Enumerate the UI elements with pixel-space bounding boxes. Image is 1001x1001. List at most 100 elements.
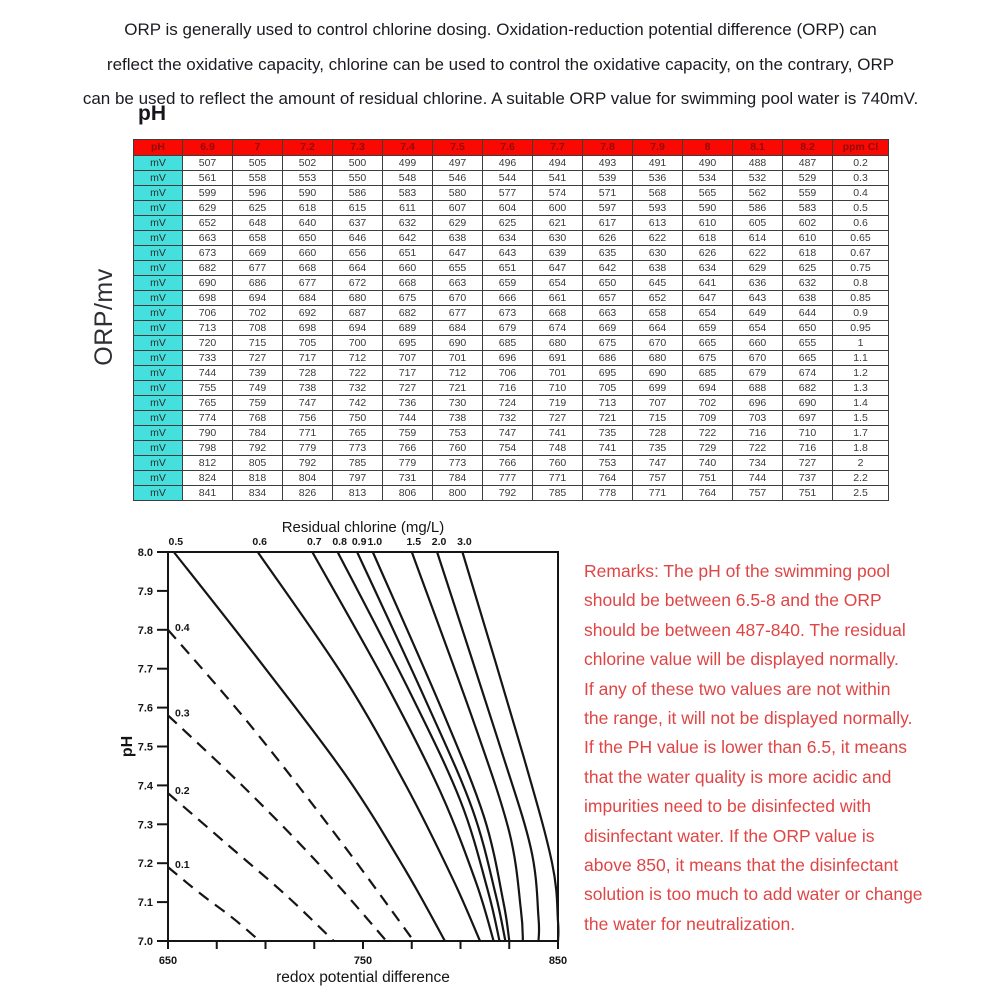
table-row: mV 682 677 668 664 660 655 651 647 642 638 634 629 62… [133,260,889,276]
orp-value-cell: 665 [782,350,833,366]
orp-value-cell: 732 [332,380,383,396]
orp-value-cell: 778 [582,485,633,501]
orp-value-cell: 713 [582,395,633,411]
orp-value-cell: 617 [582,215,633,231]
orp-value-cell: 660 [732,335,783,351]
orp-value-cell: 756 [282,410,333,426]
orp-value-cell: 590 [682,200,733,216]
orp-value-cell: 792 [232,440,283,456]
header-ph-value: 7.2 [282,139,333,156]
remarks-line: the water for neutralization. [584,913,796,934]
orp-value-cell: 697 [782,410,833,426]
orp-value-cell: 689 [382,320,433,336]
orp-value-cell: 622 [732,245,783,261]
table-axis-label-orp: ORP/mv [90,268,118,366]
orp-value-cell: 739 [232,365,283,381]
orp-value-cell: 679 [732,365,783,381]
curve-label-0.4: 0.4 [175,622,190,634]
orp-value-cell: 658 [632,305,683,321]
orp-value-cell: 655 [432,260,483,276]
header-ph-value: 8.2 [782,139,833,156]
orp-value-cell: 716 [482,380,533,396]
contour-curve-0.5 [172,551,446,942]
orp-value-cell: 716 [732,425,783,441]
orp-value-cell: 669 [232,245,283,261]
orp-value-cell: 751 [782,485,833,501]
y-tick-label: 7.7 [138,664,153,676]
orp-value-cell: 532 [732,170,783,186]
table-row: mV 629 625 618 615 611 607 604 600 597 593 590 586 58… [133,200,889,216]
row-label-mv: mV [133,425,183,441]
orp-value-cell: 677 [232,260,283,276]
y-tick-label: 7.3 [138,819,153,831]
table-row: mV 713 708 698 694 689 684 679 674 669 664 659 654 65… [133,320,889,336]
y-tick-label: 7.0 [138,936,153,948]
orp-value-cell: 715 [232,335,283,351]
orp-value-cell: 644 [782,305,833,321]
orp-value-cell: 705 [582,380,633,396]
contour-curve-3.0 [461,551,560,942]
row-label-mv: mV [133,215,183,231]
orp-value-cell: 766 [482,455,533,471]
orp-value-cell: 665 [682,335,733,351]
orp-value-cell: 626 [682,245,733,261]
orp-value-cell: 604 [482,200,533,216]
orp-value-cell: 690 [182,275,233,291]
orp-value-cell: 680 [532,335,583,351]
orp-value-cell: 719 [532,395,583,411]
remarks-line: chlorine value will be displayed normall… [584,649,899,670]
orp-value-cell: 507 [182,155,233,171]
orp-value-cell: 694 [682,380,733,396]
orp-value-cell: 747 [482,425,533,441]
orp-value-cell: 646 [332,230,383,246]
orp-value-cell: 728 [632,425,683,441]
orp-value-cell: 659 [682,320,733,336]
orp-value-cell: 675 [382,290,433,306]
orp-value-cell: 494 [532,155,583,171]
orp-value-cell: 764 [582,470,633,486]
orp-value-cell: 716 [782,440,833,456]
row-label-mv: mV [133,335,183,351]
orp-value-cell: 705 [282,335,333,351]
chart-canvas: 8.0 7.9 7.8 7.7 7.6 7.5 7.4 7.3 7.2 7.1 7.0 650 750 8… [119,519,567,986]
ppm-cl-cell: 0.75 [832,260,889,276]
orp-value-cell: 618 [682,230,733,246]
contour-curve-1.5 [410,551,524,942]
orp-value-cell: 691 [532,350,583,366]
orp-value-cell: 744 [182,365,233,381]
orp-value-cell: 677 [282,275,333,291]
orp-value-cell: 765 [182,395,233,411]
orp-value-cell: 565 [682,185,733,201]
orp-value-cell: 643 [482,245,533,261]
table-row: mV 774 768 756 750 744 738 732 727 721 715 709 703 69… [133,410,889,426]
orp-value-cell: 686 [582,350,633,366]
orp-value-cell: 735 [582,425,633,441]
orp-value-cell: 734 [732,455,783,471]
orp-value-cell: 684 [432,320,483,336]
orp-value-cell: 748 [532,440,583,456]
remarks-line: Remarks: The pH of the swimming pool [584,561,891,581]
orp-value-cell: 721 [582,410,633,426]
table-row: mV 841 834 826 813 806 800 792 785 778 771 764 757 75… [133,485,889,501]
ppm-cl-cell: 0.9 [832,305,889,321]
orp-value-cell: 680 [632,350,683,366]
orp-value-cell: 750 [332,410,383,426]
orp-value-cell: 618 [782,245,833,261]
ppm-cl-cell: 0.8 [832,275,889,291]
orp-value-cell: 672 [332,275,383,291]
ppm-cl-cell: 1.8 [832,440,889,456]
orp-value-cell: 695 [382,335,433,351]
table-row: mV 561 558 553 550 548 546 544 541 539 536 534 532 52… [133,170,889,186]
orp-value-cell: 826 [282,485,333,501]
ppm-cl-cell: 1.1 [832,350,889,366]
orp-value-cell: 629 [432,215,483,231]
remarks-line: solution is too much to add water or cha… [584,884,923,905]
orp-value-cell: 702 [682,395,733,411]
orp-value-cell: 777 [482,470,533,486]
curve-label-0.6: 0.6 [252,536,267,548]
orp-value-cell: 654 [732,320,783,336]
orp-value-cell: 818 [232,470,283,486]
orp-value-cell: 690 [432,335,483,351]
orp-value-cell: 607 [432,200,483,216]
y-tick-label: 7.1 [138,897,153,909]
